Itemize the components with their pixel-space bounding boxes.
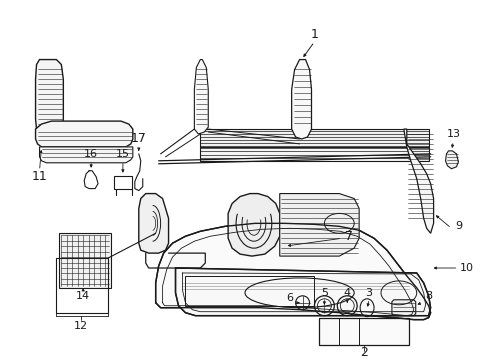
Polygon shape xyxy=(279,194,358,256)
Bar xyxy=(185,276,314,306)
Text: 14: 14 xyxy=(76,291,90,301)
Bar xyxy=(59,233,111,288)
Bar xyxy=(56,258,108,313)
Bar xyxy=(200,147,428,161)
Polygon shape xyxy=(155,223,430,320)
Text: 15: 15 xyxy=(116,149,130,159)
Text: 12: 12 xyxy=(74,321,88,330)
Text: 16: 16 xyxy=(84,149,98,159)
Polygon shape xyxy=(228,194,279,256)
Text: 5: 5 xyxy=(320,288,327,298)
Bar xyxy=(319,318,408,346)
Text: 4: 4 xyxy=(343,288,350,298)
Polygon shape xyxy=(445,151,457,169)
Text: 9: 9 xyxy=(454,221,461,231)
Text: 2: 2 xyxy=(360,346,367,359)
Bar xyxy=(200,129,428,147)
Text: 11: 11 xyxy=(32,170,47,183)
Text: 3: 3 xyxy=(365,288,372,298)
Polygon shape xyxy=(139,194,168,253)
Polygon shape xyxy=(36,59,63,137)
Polygon shape xyxy=(391,300,415,316)
Text: 1: 1 xyxy=(310,28,318,41)
Polygon shape xyxy=(36,121,133,147)
Bar xyxy=(114,176,132,189)
Polygon shape xyxy=(175,268,430,316)
Text: 13: 13 xyxy=(446,129,460,139)
Text: 8: 8 xyxy=(424,291,431,301)
Text: 10: 10 xyxy=(458,263,472,273)
Text: 6: 6 xyxy=(285,293,293,303)
Text: 7: 7 xyxy=(345,230,352,243)
Polygon shape xyxy=(40,147,133,163)
Polygon shape xyxy=(194,59,208,134)
Polygon shape xyxy=(403,129,433,233)
Text: 17: 17 xyxy=(131,132,146,145)
Polygon shape xyxy=(291,59,311,139)
